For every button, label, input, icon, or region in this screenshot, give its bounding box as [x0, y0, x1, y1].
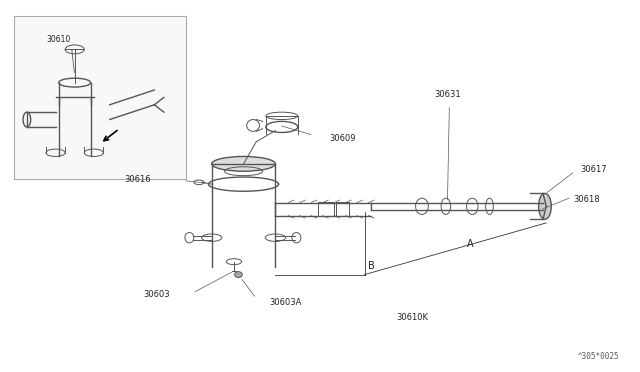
Text: 30618: 30618 — [573, 195, 600, 204]
Ellipse shape — [539, 193, 551, 219]
Text: 30610: 30610 — [47, 35, 71, 44]
Text: 30603: 30603 — [143, 291, 170, 299]
Text: 30617: 30617 — [580, 165, 607, 174]
Bar — [318, 202, 334, 216]
Text: 30609: 30609 — [330, 134, 356, 142]
Bar — [336, 202, 349, 216]
Text: A: A — [467, 239, 473, 249]
Ellipse shape — [212, 157, 275, 171]
Text: ^305*0025: ^305*0025 — [578, 352, 620, 361]
Text: 30631: 30631 — [434, 90, 461, 99]
Bar — [14, 16, 186, 179]
Text: 30616: 30616 — [125, 175, 151, 184]
Text: B: B — [368, 261, 374, 271]
Text: 30603A: 30603A — [269, 298, 301, 307]
Text: 30610K: 30610K — [396, 313, 428, 323]
Ellipse shape — [235, 272, 243, 278]
